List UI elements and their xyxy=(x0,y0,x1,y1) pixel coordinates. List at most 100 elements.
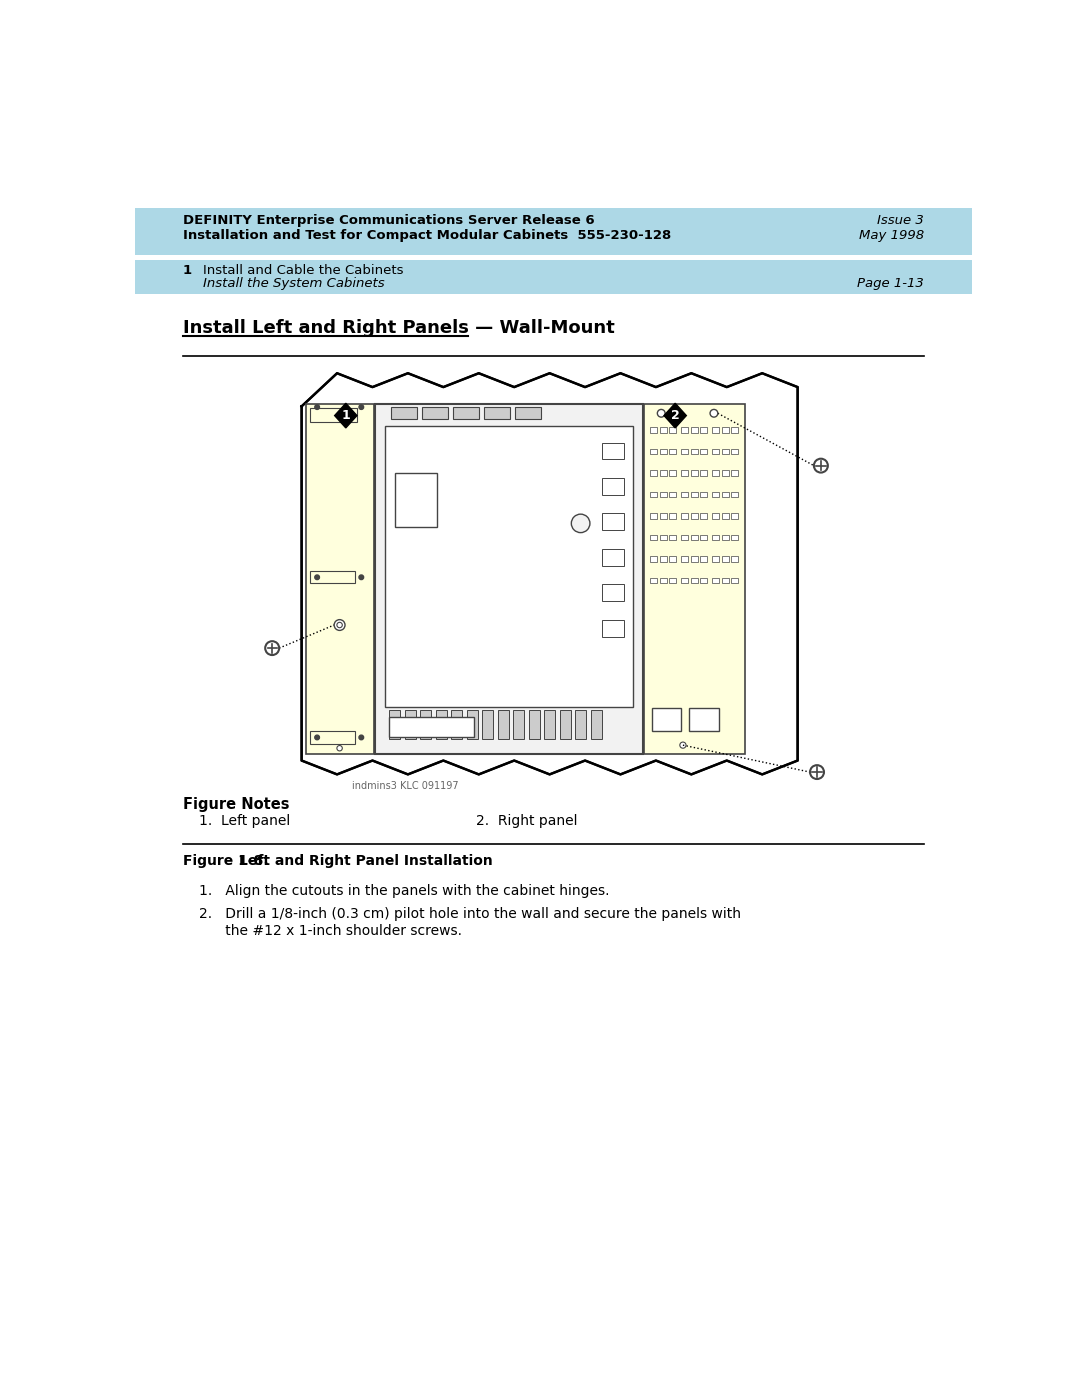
Bar xyxy=(451,710,462,739)
Bar xyxy=(515,407,541,419)
Bar xyxy=(731,471,738,475)
Bar xyxy=(691,578,698,584)
Bar xyxy=(435,710,446,739)
Bar xyxy=(681,471,688,475)
Bar xyxy=(389,710,400,739)
Bar xyxy=(669,471,676,475)
Bar xyxy=(660,513,666,518)
Bar xyxy=(544,710,555,739)
Bar xyxy=(135,208,972,256)
Text: 2.  Right panel: 2. Right panel xyxy=(476,814,578,828)
Bar xyxy=(700,492,707,497)
Bar xyxy=(467,710,477,739)
Bar xyxy=(660,427,666,433)
Bar xyxy=(310,408,356,422)
Text: May 1998: May 1998 xyxy=(859,229,924,242)
Bar xyxy=(700,427,707,433)
Bar xyxy=(713,427,719,433)
Text: Left and Right Panel Installation: Left and Right Panel Installation xyxy=(239,855,492,869)
Circle shape xyxy=(710,409,718,418)
Polygon shape xyxy=(335,404,357,427)
Bar xyxy=(700,448,707,454)
Circle shape xyxy=(314,405,320,409)
Circle shape xyxy=(571,514,590,532)
Bar xyxy=(721,427,729,433)
Bar xyxy=(650,535,658,541)
Text: Installation and Test for Compact Modular Cabinets  555-230-128: Installation and Test for Compact Modula… xyxy=(183,229,672,242)
Bar xyxy=(713,471,719,475)
Text: 1.  Left panel: 1. Left panel xyxy=(199,814,289,828)
Circle shape xyxy=(658,409,665,418)
Bar xyxy=(375,404,643,754)
Bar xyxy=(482,710,494,739)
Text: Issue 3: Issue 3 xyxy=(877,214,924,226)
Text: the #12 x 1-inch shoulder screws.: the #12 x 1-inch shoulder screws. xyxy=(199,923,461,937)
Bar xyxy=(453,407,480,419)
Text: 1: 1 xyxy=(183,264,192,277)
Bar xyxy=(484,407,510,419)
Circle shape xyxy=(337,746,342,752)
Bar xyxy=(731,535,738,541)
Polygon shape xyxy=(301,373,798,774)
Bar xyxy=(681,556,688,562)
Bar xyxy=(721,492,729,497)
Bar xyxy=(681,427,688,433)
Bar xyxy=(650,492,658,497)
Bar xyxy=(591,710,602,739)
Text: Page 1-13: Page 1-13 xyxy=(858,277,924,291)
Bar xyxy=(669,535,676,541)
Bar xyxy=(731,578,738,584)
Bar xyxy=(420,710,431,739)
Bar xyxy=(660,471,666,475)
Bar xyxy=(721,578,729,584)
Circle shape xyxy=(334,620,345,630)
Bar xyxy=(691,535,698,541)
Bar xyxy=(650,448,658,454)
Bar xyxy=(652,708,681,731)
Bar xyxy=(306,404,374,754)
Text: DEFINITY Enterprise Communications Server Release 6: DEFINITY Enterprise Communications Serve… xyxy=(183,214,595,226)
Bar xyxy=(669,513,676,518)
Bar xyxy=(713,535,719,541)
Bar xyxy=(731,556,738,562)
Bar xyxy=(713,513,719,518)
Bar xyxy=(513,710,524,739)
Bar xyxy=(691,556,698,562)
Bar xyxy=(691,513,698,518)
Bar xyxy=(691,427,698,433)
Bar xyxy=(135,260,972,293)
Bar xyxy=(721,556,729,562)
Circle shape xyxy=(814,458,828,472)
Text: Figure Notes: Figure Notes xyxy=(183,798,289,813)
Bar xyxy=(669,492,676,497)
Polygon shape xyxy=(664,404,686,427)
Text: 2: 2 xyxy=(671,409,679,422)
Bar xyxy=(650,556,658,562)
Bar xyxy=(576,710,586,739)
Bar xyxy=(689,708,718,731)
Circle shape xyxy=(359,576,364,580)
Bar xyxy=(700,578,707,584)
Text: 1: 1 xyxy=(341,409,350,422)
Bar xyxy=(713,556,719,562)
Bar xyxy=(389,718,474,738)
Bar xyxy=(731,513,738,518)
Bar xyxy=(713,492,719,497)
Bar xyxy=(498,710,509,739)
Text: Figure 1-8.: Figure 1-8. xyxy=(183,855,269,869)
Bar xyxy=(731,427,738,433)
Bar xyxy=(721,448,729,454)
Bar xyxy=(603,478,624,495)
Bar xyxy=(681,448,688,454)
Text: 2.   Drill a 1/8-inch (0.3 cm) pilot hole into the wall and secure the panels wi: 2. Drill a 1/8-inch (0.3 cm) pilot hole … xyxy=(199,907,741,921)
Bar xyxy=(669,578,676,584)
Bar xyxy=(669,556,676,562)
Bar xyxy=(713,578,719,584)
Bar xyxy=(700,513,707,518)
Text: indmins3 KLC 091197: indmins3 KLC 091197 xyxy=(352,781,459,791)
Circle shape xyxy=(314,576,320,580)
Bar xyxy=(660,556,666,562)
Bar xyxy=(650,513,658,518)
Bar xyxy=(681,578,688,584)
Text: Install the System Cabinets: Install the System Cabinets xyxy=(203,277,384,291)
